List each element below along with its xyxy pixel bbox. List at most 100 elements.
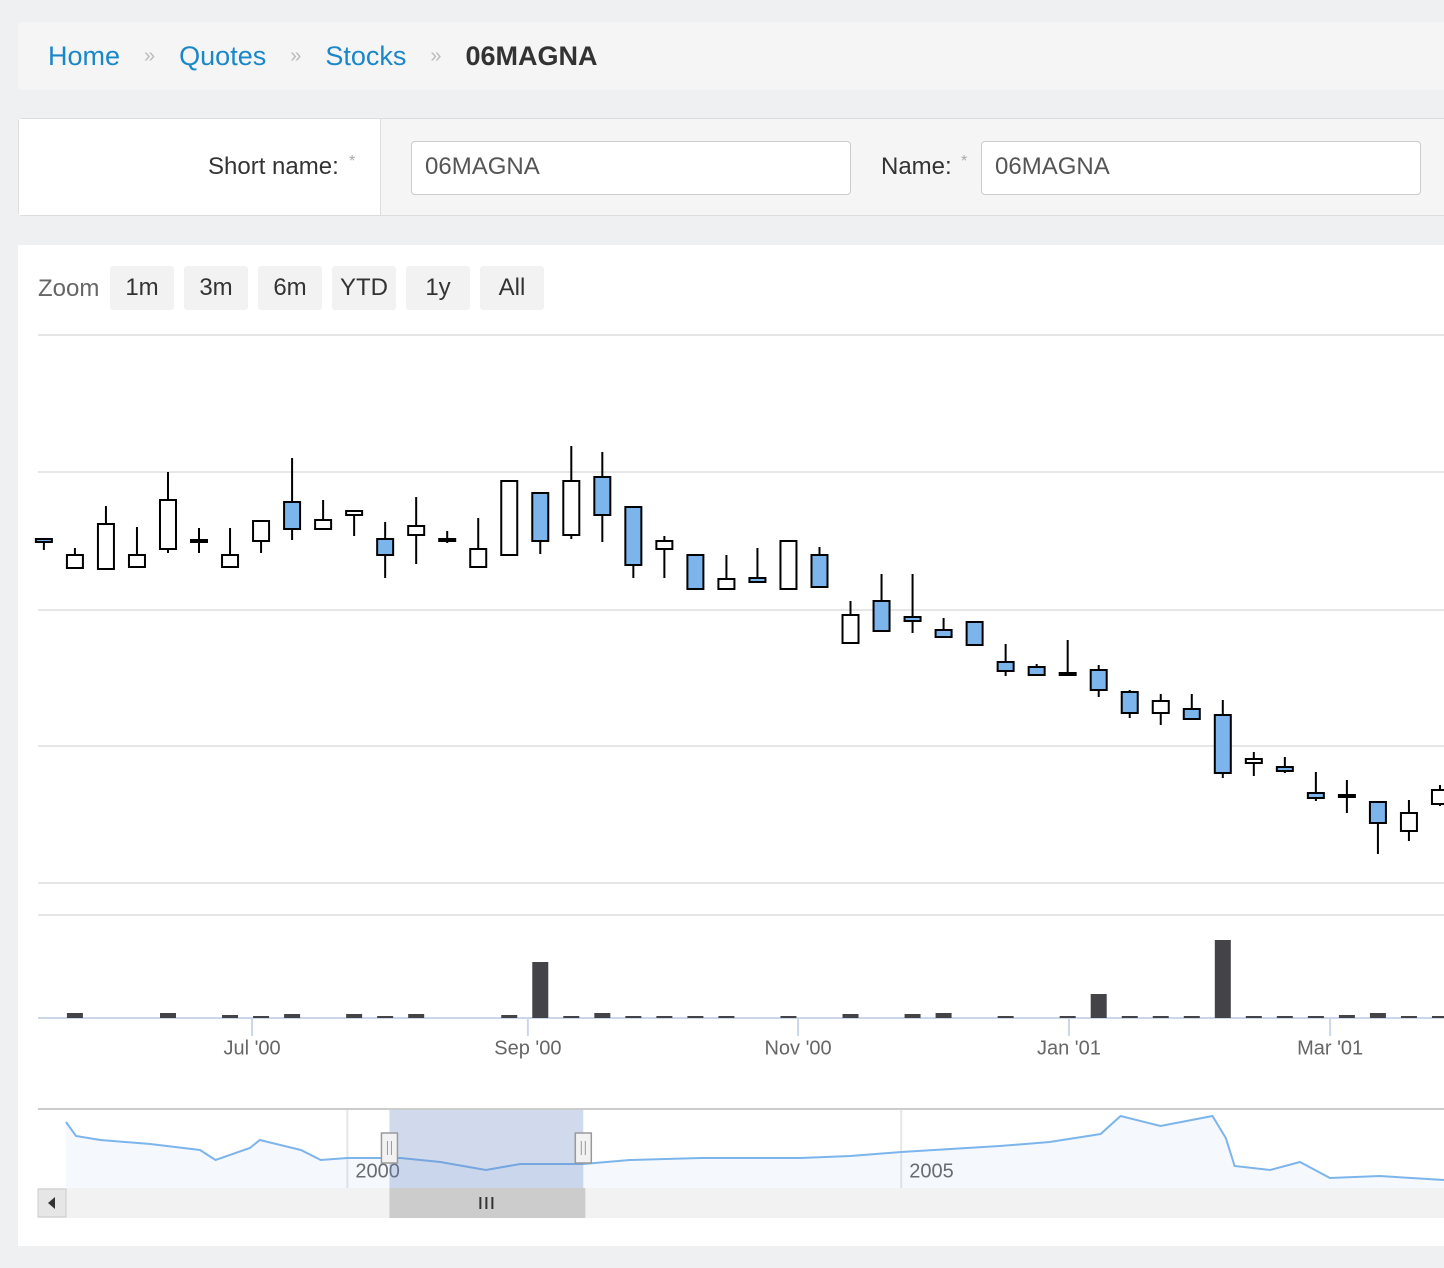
volume-bar (1431, 1016, 1444, 1018)
volume-bar (1245, 1016, 1262, 1018)
navigator-handle (574, 1132, 593, 1164)
volume-bar (842, 1014, 859, 1018)
text-input[interactable]: 06MAGNA (411, 141, 851, 195)
volume-bar (377, 1016, 394, 1018)
candle-body (841, 614, 860, 644)
volume-bar (1276, 1016, 1293, 1018)
field-label: Name: (881, 153, 952, 180)
crumb-separator: » (144, 44, 156, 67)
candle-body (221, 554, 240, 568)
x-tick-label: Jul '00 (223, 1037, 280, 1059)
volume-bar (1338, 1015, 1355, 1018)
candle-body (810, 554, 829, 588)
candle-body (500, 480, 519, 556)
zoom-button[interactable]: 3m (184, 266, 248, 310)
navigator-selection (389, 1110, 584, 1188)
volume-bar (1059, 1016, 1076, 1018)
candle-body (469, 548, 488, 568)
candle-body (779, 540, 798, 590)
zoom-button[interactable]: All (480, 266, 544, 310)
candle-body (1306, 792, 1325, 799)
chart: Jul '00 Sep '00 Nov '00 Jan '01 Mar '01 2000 2… (34, 334, 1444, 1218)
candle-body (872, 600, 891, 632)
chart-container: Jul '00 Sep '00 Nov '00 Jan '01 Mar '01 2000 2… (18, 245, 1444, 1246)
candle-body (934, 629, 953, 638)
volume-bar (1400, 1016, 1417, 1018)
x-tick-label: Sep '00 (494, 1037, 561, 1059)
crumb-link[interactable]: Stocks (325, 40, 407, 71)
candle-body (1337, 794, 1356, 798)
volume-bar (625, 1016, 642, 1018)
scrollbar-track (38, 1188, 1444, 1218)
zoom-button[interactable]: 6m (258, 266, 322, 310)
candle-body (562, 480, 581, 536)
field-label: Short name: (208, 153, 339, 180)
candle-body (1244, 758, 1263, 764)
candle-body (1368, 801, 1387, 824)
volume-bar (1214, 940, 1231, 1018)
candle-body (1275, 766, 1294, 772)
text-input[interactable]: 06MAGNA (981, 141, 1421, 195)
candle-body (1151, 700, 1170, 714)
volume-bar (563, 1016, 580, 1018)
volume-bar (408, 1014, 425, 1018)
candle-body (314, 519, 333, 530)
x-tick-label: Jan '01 (1037, 1037, 1101, 1059)
volume-bar (1369, 1013, 1386, 1018)
candle-body (438, 538, 457, 542)
candle-body (686, 554, 705, 590)
volume-bar (284, 1014, 301, 1018)
volume-bar (1152, 1016, 1169, 1018)
candle-body (717, 578, 736, 590)
x-tick-label: Mar '01 (1297, 1037, 1363, 1059)
volume-bar (1090, 994, 1107, 1018)
volume-bar (718, 1016, 735, 1018)
navigator-tick-label: 2005 (909, 1160, 954, 1182)
volume-bar (501, 1015, 518, 1018)
volume-bar (532, 962, 549, 1018)
candle-body (1430, 789, 1444, 805)
volume-bar (935, 1013, 952, 1018)
candle-body (1089, 669, 1108, 691)
zoom-button[interactable]: 1m (110, 266, 174, 310)
candle-body (531, 492, 550, 542)
crumb-link[interactable]: Quotes (179, 40, 267, 71)
candle-body (748, 577, 767, 583)
candle-body (1213, 714, 1232, 774)
volume-bar (159, 1013, 176, 1018)
candle-body (158, 499, 177, 550)
candle-body (655, 540, 674, 550)
candle-body (1027, 666, 1046, 676)
navigator-tick-label: 2000 (355, 1160, 400, 1182)
candle-body (252, 520, 271, 542)
candle-body (407, 525, 426, 536)
volume-bar (656, 1016, 673, 1018)
navigator-area (66, 1116, 1444, 1188)
chart-plot: Jul '00 Sep '00 Nov '00 Jan '01 Mar '01 2000 2… (34, 334, 1444, 1218)
crumb-separator: » (430, 44, 442, 67)
candle-body (65, 554, 84, 569)
volume-bar (997, 1016, 1014, 1018)
candle-body (345, 510, 364, 516)
volume-bar (1121, 1016, 1138, 1018)
volume-bar (687, 1016, 704, 1018)
candle-body (593, 476, 612, 516)
volume-bar (253, 1016, 270, 1018)
candle-body (1399, 812, 1418, 832)
crumb-separator: » (290, 44, 302, 67)
candle-body (1058, 672, 1077, 676)
candle-body (903, 616, 922, 622)
zoom-label: Zoom (38, 275, 100, 302)
candle-body (283, 501, 302, 530)
zoom-button[interactable]: YTD (332, 266, 396, 310)
zoom-button[interactable]: 1y (406, 266, 470, 310)
stock-form: Short name: * 06MAGNA Name: * 06MAGNA (18, 118, 1444, 216)
volume-bar (222, 1015, 239, 1018)
crumb-link[interactable]: Home (48, 40, 121, 71)
required-mark: * (961, 153, 968, 170)
candle-body (1182, 708, 1201, 720)
x-tick-label: Nov '00 (764, 1037, 831, 1059)
required-mark: * (349, 153, 356, 170)
label-cell (19, 119, 381, 215)
